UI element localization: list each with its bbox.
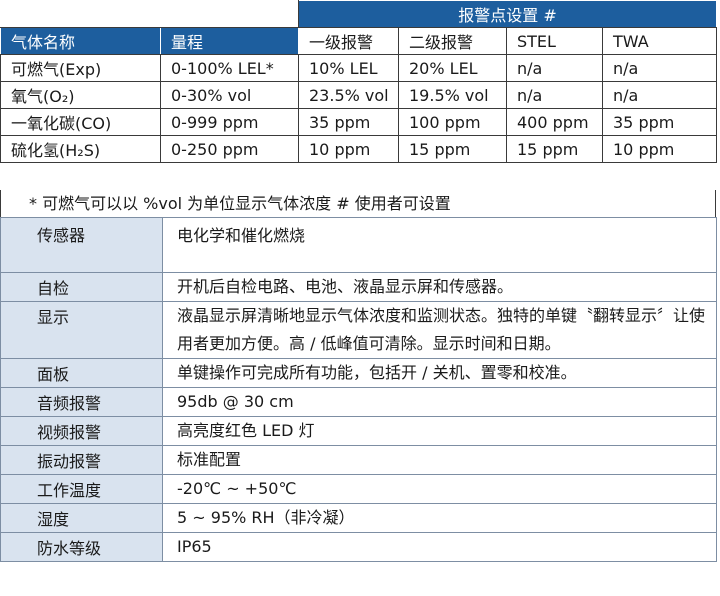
spec-label: 工作温度	[0, 474, 163, 504]
spec-value: 单键操作可完成所有功能，包括开 / 关机、置零和校准。	[162, 358, 717, 388]
twa-value: n/a	[602, 81, 717, 109]
spec-label: 振动报警	[0, 445, 163, 475]
gas-range: 0-250 ppm	[160, 135, 299, 163]
alarm-2-value: 20% LEL	[398, 54, 507, 82]
twa-value: 10 ppm	[602, 135, 717, 163]
stel-value: 15 ppm	[506, 135, 603, 163]
table-row: 可燃气(Exp) 0-100% LEL* 10% LEL 20% LEL n/a…	[0, 54, 717, 82]
col-header-stel: STEL	[506, 27, 603, 55]
spec-label: 音频报警	[0, 387, 163, 417]
stel-value: n/a	[506, 54, 603, 82]
alarm-1-value: 10 ppm	[298, 135, 399, 163]
table-row: 一氧化碳(CO) 0-999 ppm 35 ppm 100 ppm 400 pp…	[0, 108, 717, 136]
gas-name: 硫化氢(H₂S)	[0, 135, 161, 163]
twa-value: 35 ppm	[602, 108, 717, 136]
gas-range: 0-30% vol	[160, 81, 299, 109]
spec-value: 高亮度红色 LED 灯	[162, 416, 717, 446]
spec-row: 显示 液晶显示屏清晰地显示气体浓度和监测状态。独特的单键〝翻转显示〞让使用者更加…	[0, 301, 717, 359]
col-header-range: 量程	[160, 27, 299, 55]
alarm-2-value: 19.5% vol	[398, 81, 507, 109]
spec-row: 防水等级 IP65	[0, 532, 717, 562]
spec-row: 视频报警 高亮度红色 LED 灯	[0, 416, 717, 446]
spec-label: 传感器	[0, 217, 163, 273]
gas-alarm-table: 报警点设置 # 气体名称 量程 一级报警 二级报警 STEL TWA 可燃气(E…	[0, 0, 717, 163]
gas-name: 一氧化碳(CO)	[0, 108, 161, 136]
spec-value: 液晶显示屏清晰地显示气体浓度和监测状态。独特的单键〝翻转显示〞让使用者更加方便。…	[162, 301, 717, 359]
alarm-2-value: 15 ppm	[398, 135, 507, 163]
spec-label: 显示	[0, 301, 163, 359]
spec-value: 95db @ 30 cm	[162, 387, 717, 417]
spec-row: 振动报警 标准配置	[0, 445, 717, 475]
spec-label: 防水等级	[0, 532, 163, 562]
alarm-1-value: 35 ppm	[298, 108, 399, 136]
alarm-settings-header: 报警点设置 #	[298, 0, 717, 28]
blank-corner	[0, 0, 299, 28]
spec-value: 电化学和催化燃烧	[162, 217, 717, 273]
gas-range: 0-999 ppm	[160, 108, 299, 136]
spec-row: 自检 开机后自检电路、电池、液晶显示屏和传感器。	[0, 272, 717, 302]
spec-value: 开机后自检电路、电池、液晶显示屏和传感器。	[162, 272, 717, 302]
spec-label: 自检	[0, 272, 163, 302]
spec-row: 工作温度 -20℃ ~ +50℃	[0, 474, 717, 504]
alarm-1-value: 23.5% vol	[298, 81, 399, 109]
spec-value: 5 ~ 95% RH（非冷凝）	[162, 503, 717, 533]
stel-value: n/a	[506, 81, 603, 109]
twa-value: n/a	[602, 54, 717, 82]
spec-row: 音频报警 95db @ 30 cm	[0, 387, 717, 417]
spec-row: 传感器 电化学和催化燃烧	[0, 217, 717, 273]
spec-row: 面板 单键操作可完成所有功能，包括开 / 关机、置零和校准。	[0, 358, 717, 388]
alarm-2-value: 100 ppm	[398, 108, 507, 136]
spec-label: 视频报警	[0, 416, 163, 446]
stel-value: 400 ppm	[506, 108, 603, 136]
col-header-twa: TWA	[602, 27, 717, 55]
spec-label: 面板	[0, 358, 163, 388]
footnote: * 可燃气可以以 %vol 为单位显示气体浓度 # 使用者可设置	[0, 190, 716, 217]
alarm-1-value: 10% LEL	[298, 54, 399, 82]
spec-value: IP65	[162, 532, 717, 562]
spec-row: 湿度 5 ~ 95% RH（非冷凝）	[0, 503, 717, 533]
spec-value: -20℃ ~ +50℃	[162, 474, 717, 504]
col-header-alarm-1: 一级报警	[298, 27, 399, 55]
spec-label: 湿度	[0, 503, 163, 533]
table-row: 硫化氢(H₂S) 0-250 ppm 10 ppm 15 ppm 15 ppm …	[0, 135, 717, 163]
gas-name: 可燃气(Exp)	[0, 54, 161, 82]
table-row: 氧气(O₂) 0-30% vol 23.5% vol 19.5% vol n/a…	[0, 81, 717, 109]
spec-table: 传感器 电化学和催化燃烧 自检 开机后自检电路、电池、液晶显示屏和传感器。 显示…	[0, 217, 717, 562]
spec-value: 标准配置	[162, 445, 717, 475]
col-header-alarm-2: 二级报警	[398, 27, 507, 55]
col-header-gas-name: 气体名称	[0, 27, 161, 55]
gas-range: 0-100% LEL*	[160, 54, 299, 82]
gas-name: 氧气(O₂)	[0, 81, 161, 109]
